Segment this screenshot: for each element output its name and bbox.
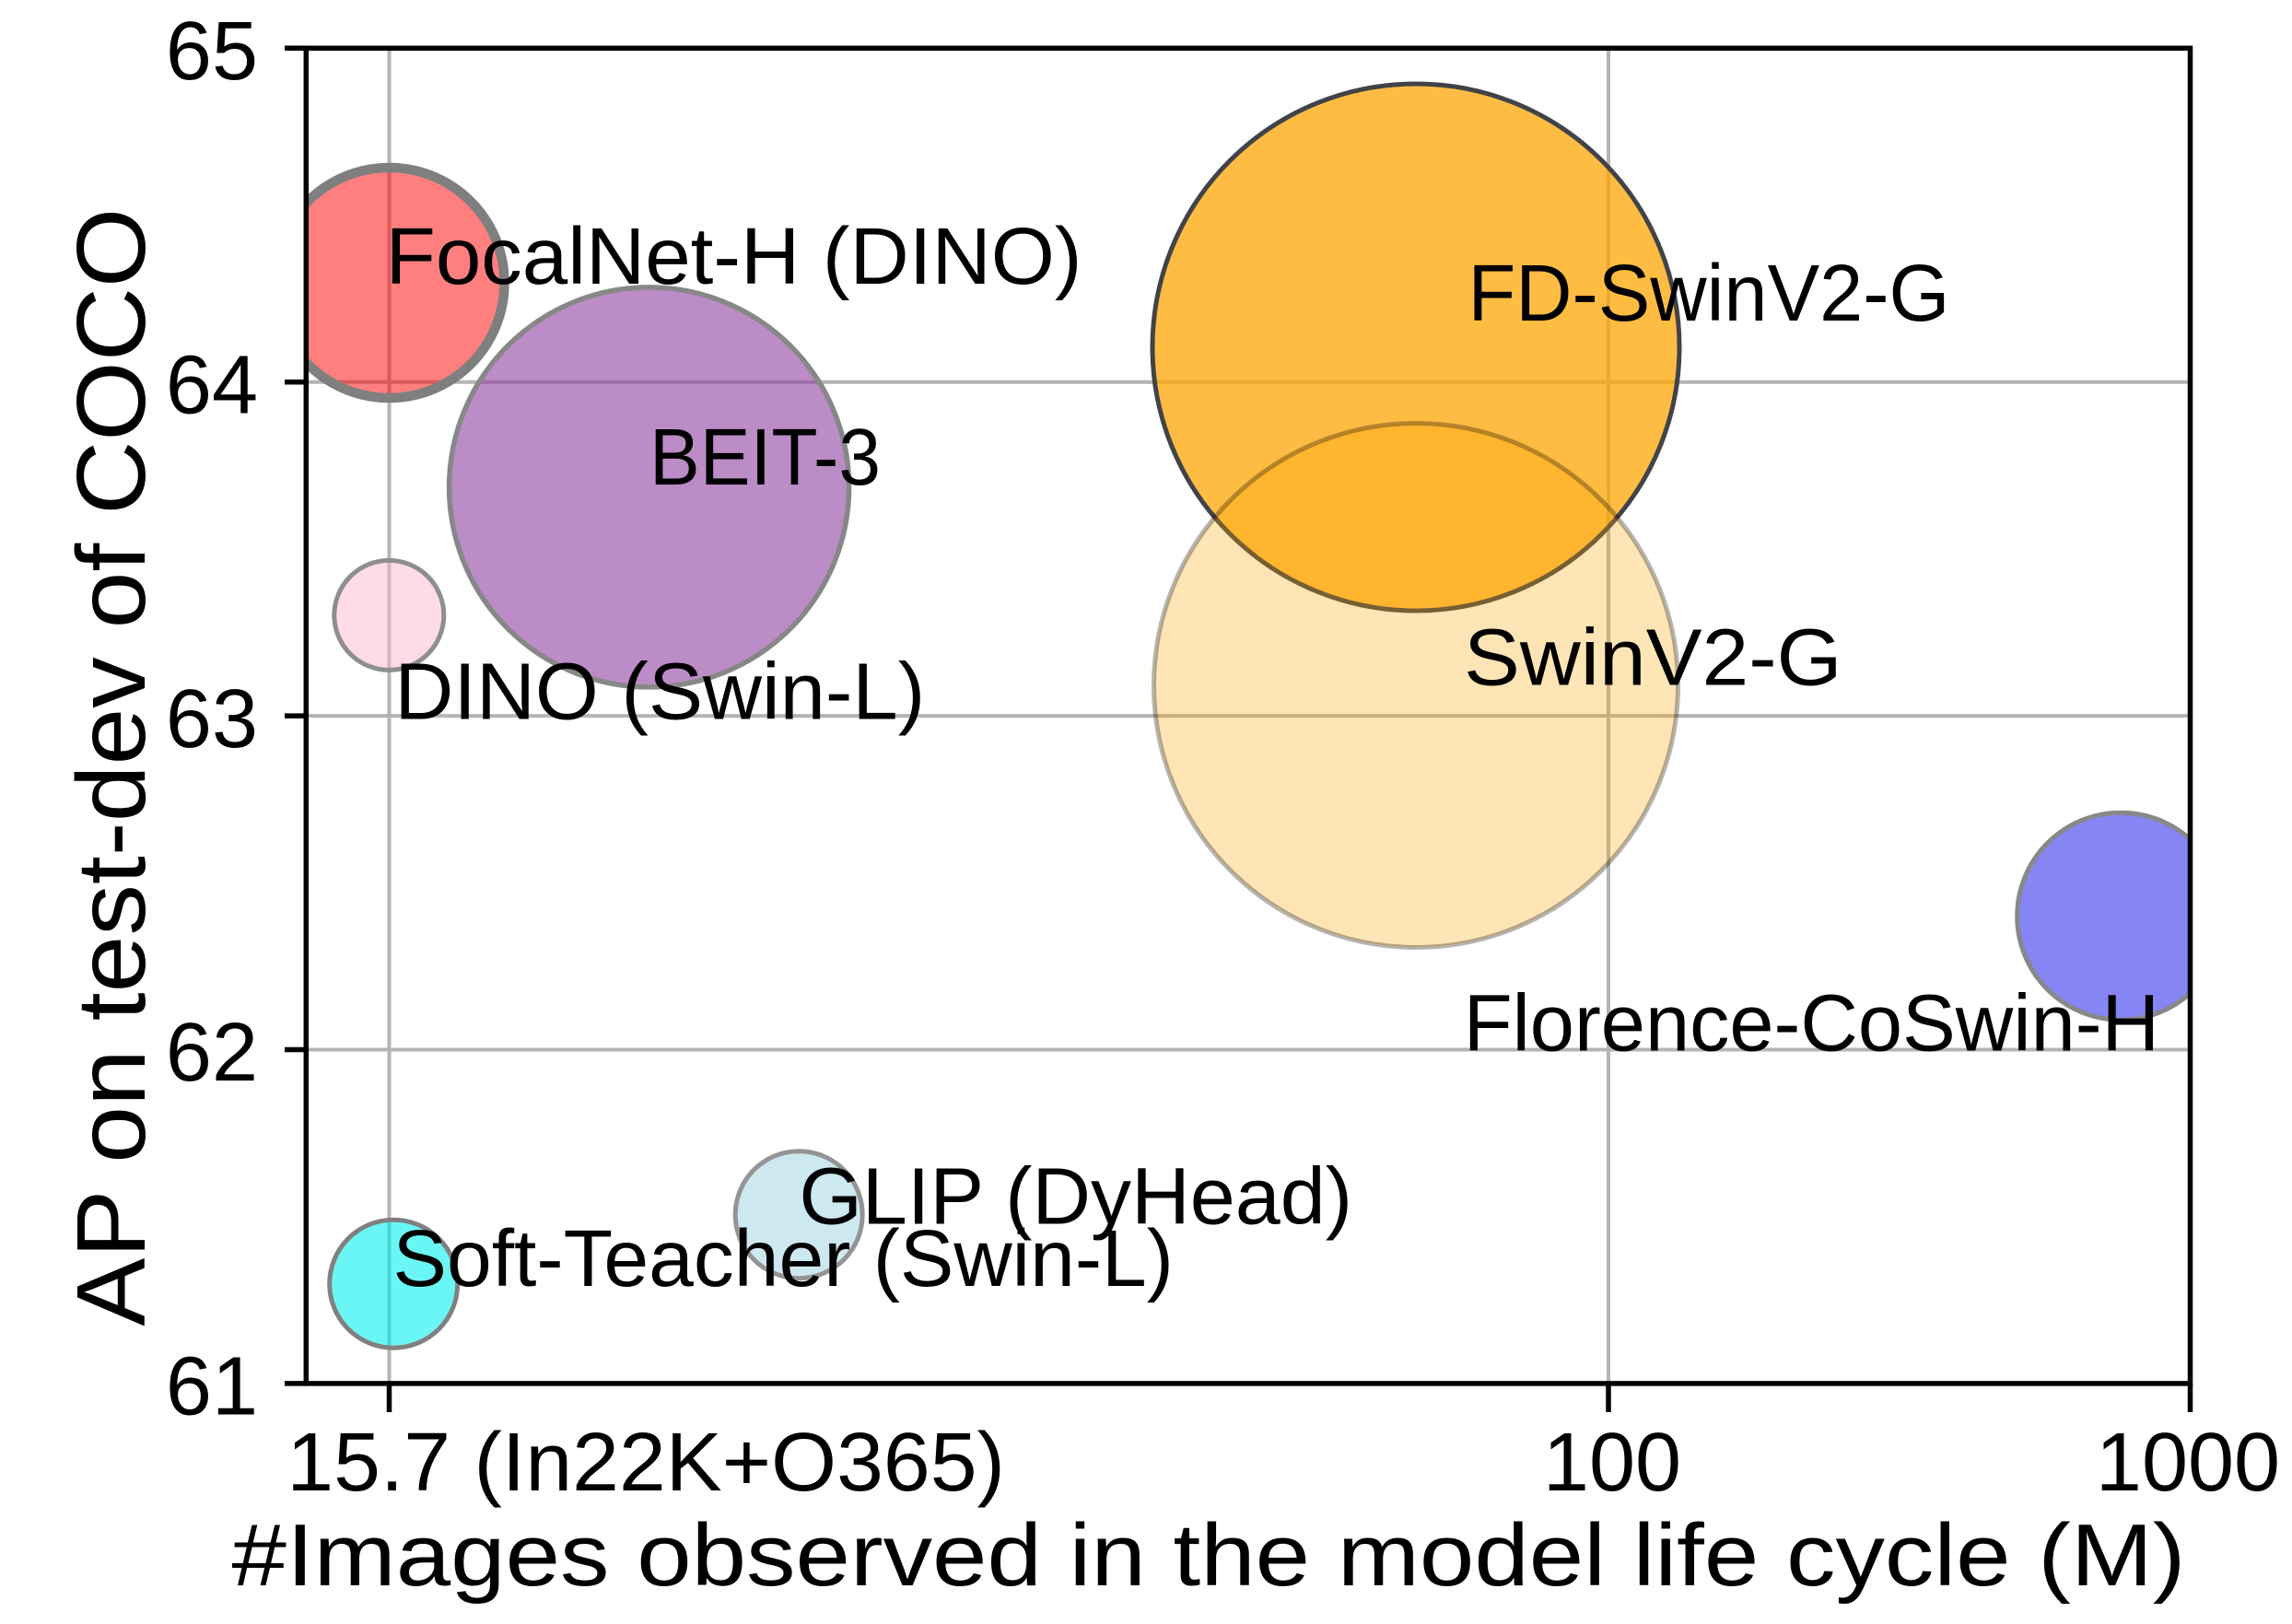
svg-text:63: 63: [166, 673, 258, 765]
svg-text:100: 100: [1543, 1417, 1681, 1509]
svg-text:FocalNet-H (DINO): FocalNet-H (DINO): [386, 212, 1082, 301]
svg-text:15.7 (In22K+O365): 15.7 (In22K+O365): [286, 1417, 1005, 1509]
svg-text:#Images observed in the model: #Images observed in the model life cycle…: [232, 1506, 2186, 1605]
svg-text:AP on test-dev of COCO: AP on test-dev of COCO: [57, 208, 166, 1326]
svg-text:FD-SwinV2-G: FD-SwinV2-G: [1468, 249, 1950, 338]
svg-text:65: 65: [166, 6, 258, 98]
svg-text:62: 62: [166, 1007, 258, 1099]
svg-text:Soft-Teacher (Swin-L): Soft-Teacher (Swin-L): [393, 1214, 1175, 1303]
svg-text:64: 64: [166, 339, 258, 431]
svg-text:61: 61: [166, 1341, 258, 1433]
svg-text:Florence-CoSwin-H: Florence-CoSwin-H: [1464, 979, 2159, 1069]
svg-text:GLIP (DyHead): GLIP (DyHead): [799, 1152, 1352, 1242]
svg-text:DINO (Swin-L): DINO (Swin-L): [394, 647, 925, 736]
svg-text:SwinV2-G: SwinV2-G: [1464, 613, 1842, 703]
svg-text:1000: 1000: [2096, 1417, 2280, 1509]
svg-text:BEIT-3: BEIT-3: [649, 413, 881, 502]
